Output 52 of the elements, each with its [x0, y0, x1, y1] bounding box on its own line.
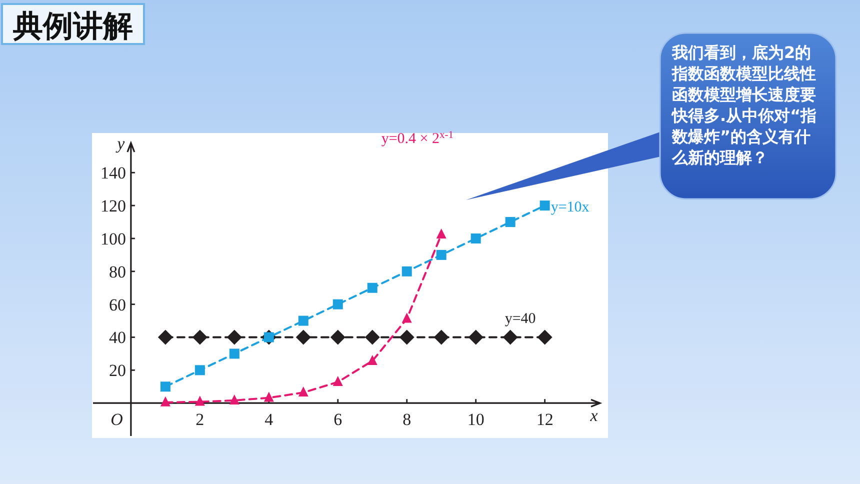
point	[226, 330, 242, 345]
series-label: y=40	[504, 311, 536, 328]
point	[436, 228, 446, 239]
point	[436, 250, 446, 260]
point	[229, 394, 240, 404]
text: y=0.4 × 2$^{x-1}$	[381, 130, 454, 147]
x-tick-label: 2	[196, 410, 204, 430]
point	[502, 330, 518, 345]
point	[298, 386, 308, 397]
point	[158, 330, 173, 345]
point	[468, 330, 484, 345]
point	[194, 396, 205, 406]
y-tick-label: 60	[108, 295, 126, 314]
chart-title: 典例讲解	[12, 9, 133, 44]
point	[296, 330, 311, 345]
point	[160, 382, 170, 392]
point	[332, 299, 343, 310]
y-tick-label: 20	[108, 361, 126, 380]
point	[505, 217, 516, 228]
y-tick-label: 100	[100, 229, 126, 248]
point	[298, 316, 308, 326]
annotation: O	[110, 410, 123, 430]
point	[330, 330, 346, 345]
point	[399, 330, 414, 345]
point	[229, 348, 240, 359]
point	[434, 330, 449, 345]
y-axis-title: y	[115, 134, 126, 153]
point	[160, 396, 170, 406]
y-tick-label: 120	[100, 196, 126, 216]
point	[402, 312, 412, 323]
x-tick-label: 12	[536, 410, 554, 430]
point	[367, 354, 378, 365]
x-tick-label: 8	[402, 410, 412, 430]
y-tick-label: 80	[108, 262, 126, 282]
point	[537, 330, 552, 345]
point	[264, 392, 274, 402]
point	[367, 282, 378, 293]
point	[402, 266, 412, 276]
point	[194, 365, 205, 376]
point	[332, 376, 343, 386]
y-tick-label: 40	[108, 328, 126, 348]
point	[192, 330, 208, 345]
x-axis-title: x	[589, 406, 598, 426]
x-tick-label: 4	[264, 410, 274, 430]
point	[364, 330, 380, 345]
point	[470, 233, 481, 244]
y-tick-label: 140	[100, 164, 126, 183]
point	[540, 200, 550, 211]
text: 我们看到，底为2的指数函数模型比线性函数模型增长速度要快得多.从中你对“指数爆炸”的含义有什么新的理解？	[671, 43, 817, 167]
series-label: y=10x	[550, 200, 590, 216]
x-tick-label: 6	[334, 410, 342, 430]
x-tick-label: 10	[467, 410, 484, 430]
